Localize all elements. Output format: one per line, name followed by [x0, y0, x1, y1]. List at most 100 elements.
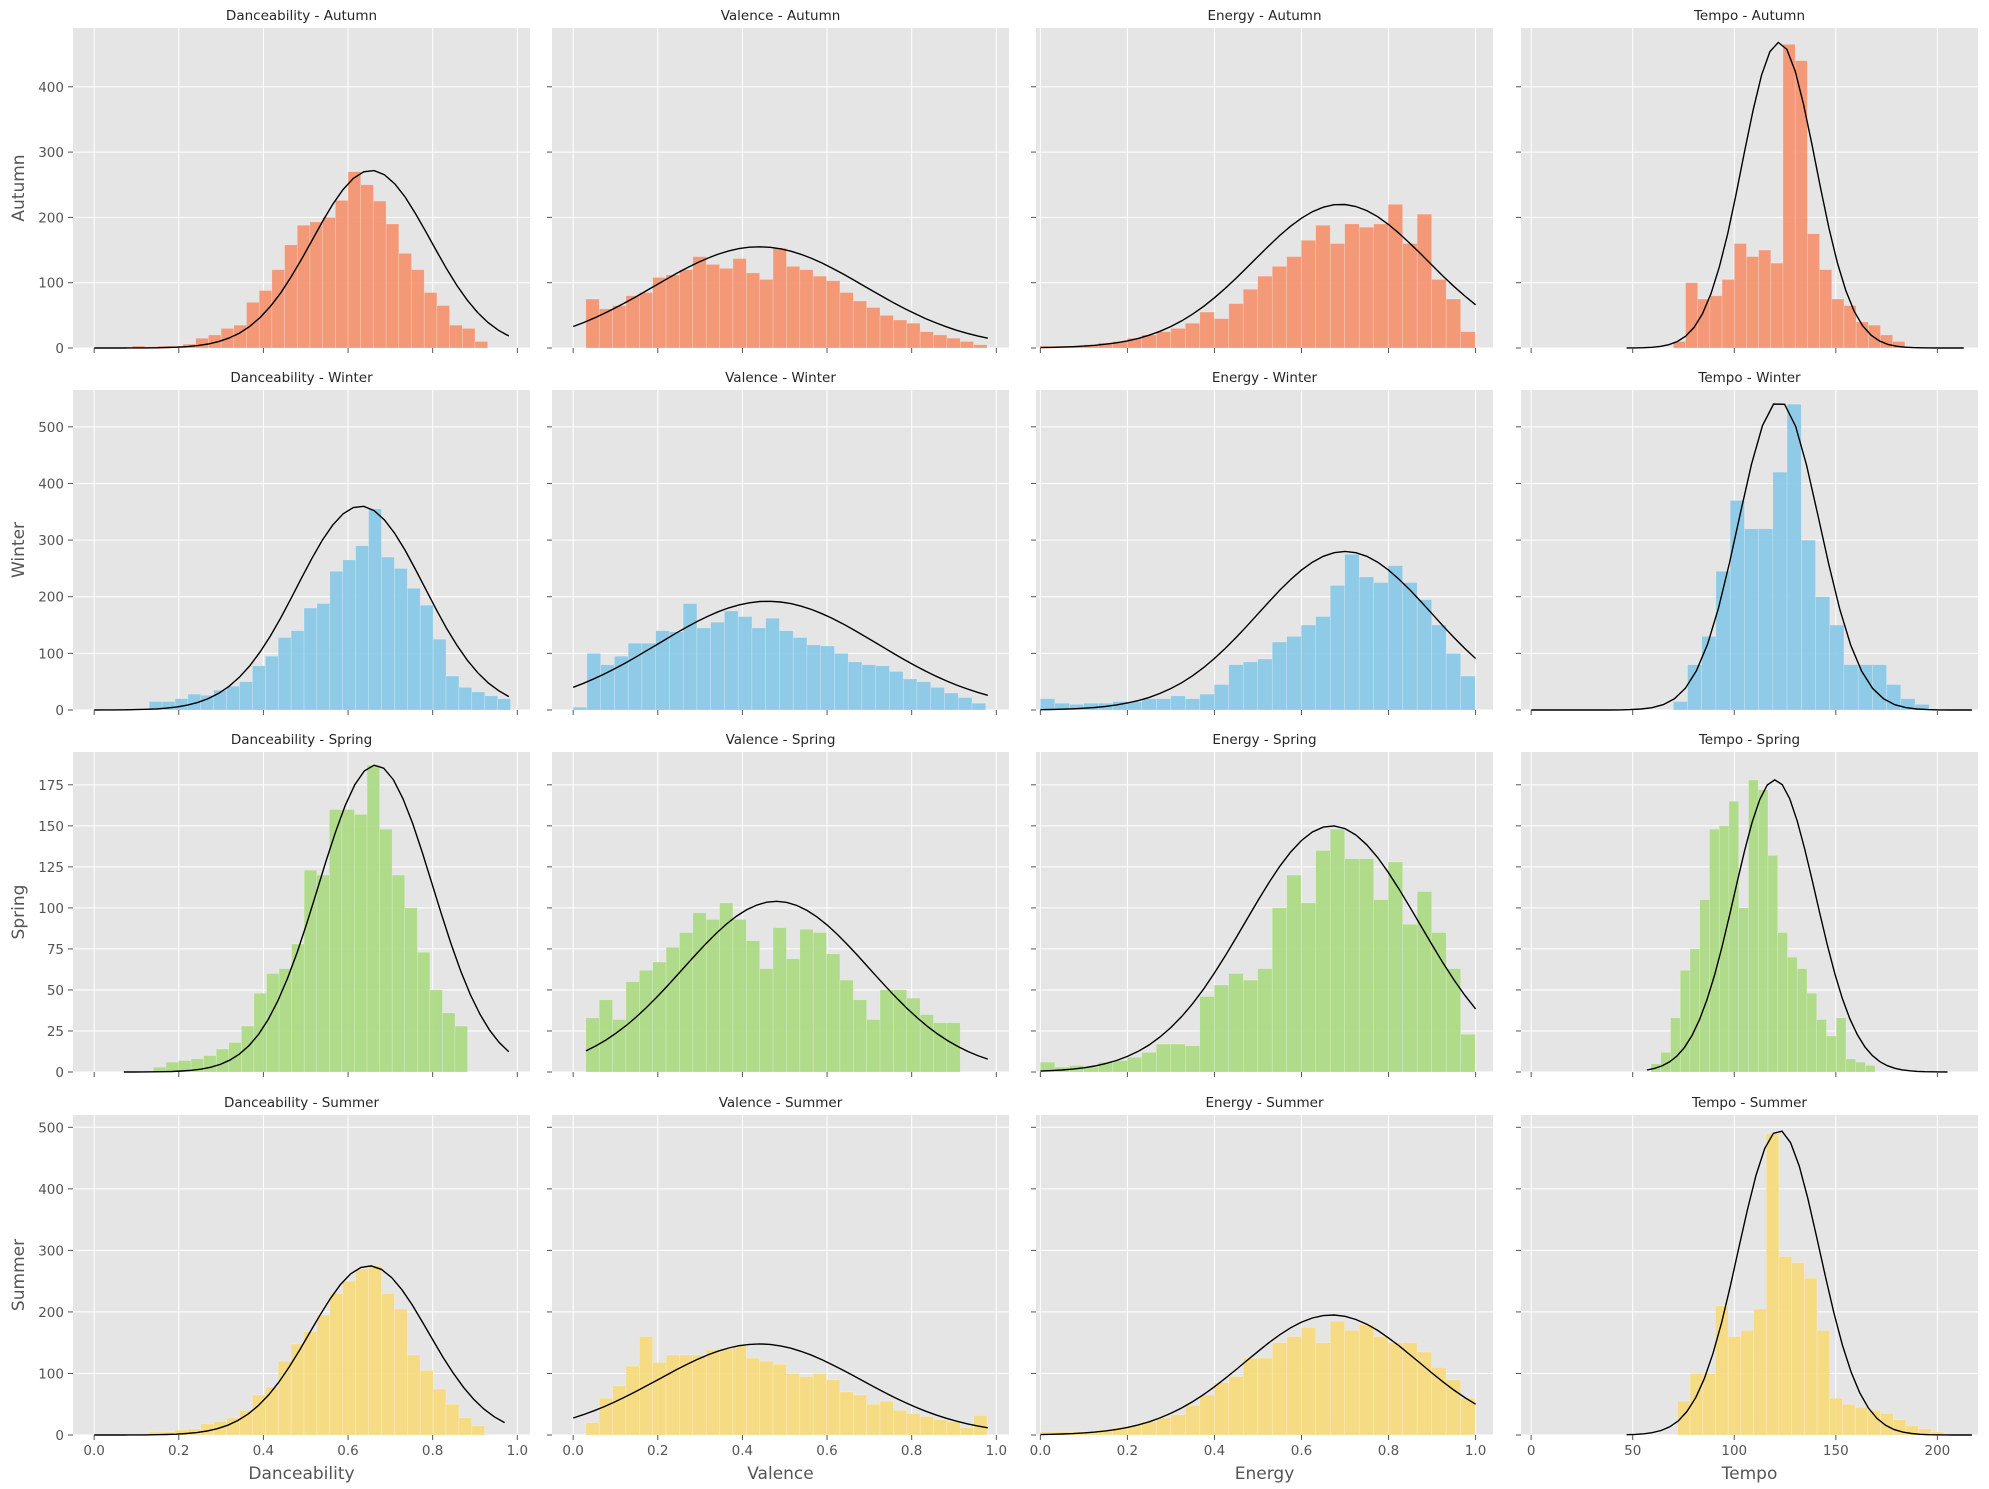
histogram-bar	[826, 953, 841, 1073]
panel-title: Tempo - Spring	[1698, 732, 1800, 748]
histogram-bar	[959, 341, 974, 349]
histogram-bar	[866, 1019, 881, 1073]
histogram-bar	[1460, 675, 1476, 711]
histogram-bar	[1677, 1400, 1691, 1436]
histogram-bar	[625, 981, 640, 1073]
histogram-bar	[1402, 924, 1418, 1073]
histogram-bar	[1445, 1379, 1461, 1436]
histogram-bar	[875, 665, 890, 711]
histogram-bar	[1184, 698, 1201, 711]
histogram-bar	[1718, 825, 1730, 1073]
histogram-bar	[398, 253, 412, 349]
normal-fit-curve	[1040, 1314, 1476, 1436]
histogram-bar	[1387, 1342, 1403, 1436]
histogram-bar	[1329, 585, 1346, 711]
histogram-bar	[1242, 661, 1259, 711]
histogram-bar	[1460, 1397, 1476, 1436]
histogram-bar	[1228, 664, 1244, 711]
x-tick-label: 0.8	[901, 1443, 922, 1459]
histogram-bar	[368, 508, 382, 711]
histogram-bar	[1431, 279, 1447, 349]
histogram-bar	[1794, 60, 1808, 349]
y-tick-label: 400	[38, 80, 64, 96]
y-tick-label: 150	[38, 819, 64, 835]
histogram-bar	[765, 617, 780, 711]
histogram-bar	[1286, 636, 1302, 711]
histogram-bar	[665, 946, 680, 1073]
histogram-bar	[1816, 1019, 1827, 1073]
histogram-bar	[893, 1410, 908, 1436]
histogram-bar	[916, 681, 932, 711]
histogram-bar	[417, 951, 431, 1073]
histogram-bar	[215, 1048, 230, 1073]
histogram-bar	[1697, 298, 1711, 349]
histogram-bar	[1402, 243, 1418, 349]
histogram-bar	[373, 200, 387, 349]
histogram-bar	[719, 268, 734, 349]
histogram-bar	[732, 258, 747, 349]
histogram-bar	[1845, 1058, 1857, 1073]
histogram-bar	[1300, 1327, 1317, 1436]
x-tick-label: 100	[1721, 1443, 1747, 1459]
normal-fit-curve	[1626, 1130, 1972, 1436]
y-tick-label: 200	[38, 590, 64, 606]
histogram-bar	[174, 698, 189, 711]
panel-title: Danceability - Spring	[231, 732, 372, 748]
histogram-bar	[1831, 298, 1845, 349]
y-tick-label: 400	[38, 1182, 64, 1198]
histogram-bar	[1184, 1045, 1201, 1073]
panel-title: Energy - Summer	[1206, 1095, 1324, 1111]
histogram-bar	[239, 1410, 253, 1436]
histogram-bar	[1257, 658, 1273, 711]
histogram-bar	[737, 616, 753, 711]
normal-fit-curve	[572, 246, 988, 339]
histogram-bar	[303, 869, 318, 1073]
histogram-bar	[719, 902, 734, 1073]
histogram-bar	[1715, 1305, 1729, 1436]
histogram-bar	[1806, 992, 1818, 1073]
histogram-bar	[1740, 1330, 1754, 1436]
histogram-bar	[284, 244, 298, 349]
histogram-bar	[746, 1357, 760, 1436]
histogram-bar	[1738, 907, 1749, 1073]
histogram-bar	[1786, 403, 1802, 711]
histogram-bar	[746, 272, 760, 349]
histogram-bar	[1835, 1017, 1847, 1073]
y-tick-label: 0	[55, 1428, 64, 1444]
histogram-bar	[394, 568, 408, 711]
normal-fit-curve	[123, 764, 510, 1073]
histogram-bar	[919, 1416, 934, 1436]
histogram-bar	[639, 292, 654, 349]
histogram-bar	[669, 631, 684, 711]
histogram-bar	[906, 322, 921, 349]
y-tick-label: 0	[55, 341, 64, 357]
normal-fit-curve	[585, 900, 989, 1060]
histogram-bar	[1358, 226, 1375, 349]
y-tick-label: 75	[47, 942, 64, 958]
histogram-bar	[893, 319, 908, 349]
x-tick-label: 0.4	[732, 1443, 753, 1459]
histogram-bar	[826, 280, 841, 349]
histogram-bar	[652, 277, 667, 349]
histogram-bar	[679, 269, 694, 349]
x-tick-label: 50	[1624, 1443, 1641, 1459]
y-tick-label: 300	[38, 533, 64, 549]
histogram-bar	[252, 665, 266, 711]
histogram-bar	[719, 1348, 734, 1436]
histogram-bar	[195, 337, 209, 349]
histogram-bar	[471, 1425, 486, 1436]
histogram-bar	[1271, 1342, 1288, 1436]
normal-fit-curve	[1040, 825, 1477, 1072]
y-tick-label: 500	[38, 1120, 64, 1136]
histogram-bar	[1315, 616, 1331, 711]
x-tick-label: 0.2	[1117, 1443, 1138, 1459]
histogram-bar	[1387, 565, 1403, 711]
histogram-bar	[329, 570, 344, 711]
histogram-bar	[394, 1308, 408, 1436]
histogram-bar	[1228, 973, 1244, 1073]
histogram-bar	[1141, 1052, 1157, 1073]
histogram-bar	[1770, 262, 1784, 349]
histogram-bar	[354, 814, 368, 1073]
histogram-bar	[1358, 1323, 1375, 1436]
histogram-bar	[1329, 243, 1346, 349]
